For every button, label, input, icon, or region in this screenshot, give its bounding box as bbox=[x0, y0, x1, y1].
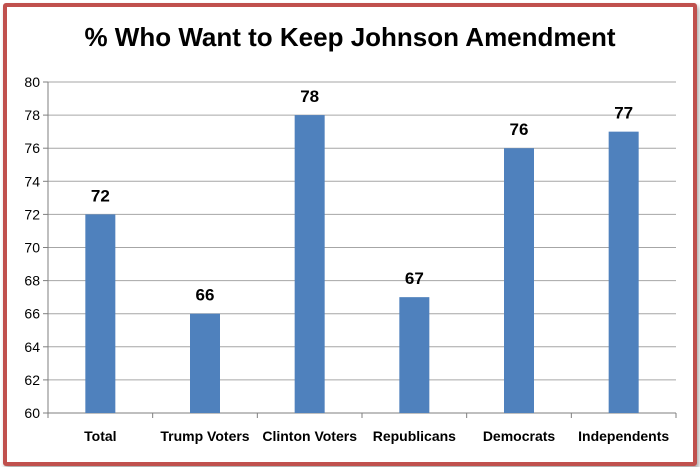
chart-border bbox=[3, 3, 697, 466]
bar bbox=[608, 131, 639, 413]
y-tick-label: 74 bbox=[24, 173, 40, 189]
y-tick-label: 78 bbox=[24, 107, 40, 123]
data-label: 77 bbox=[614, 104, 633, 123]
y-tick-label: 80 bbox=[24, 74, 40, 90]
bar bbox=[85, 214, 116, 413]
data-label: 66 bbox=[196, 286, 215, 305]
y-tick-label: 68 bbox=[24, 273, 40, 289]
y-tick-label: 70 bbox=[24, 240, 40, 256]
data-label: 78 bbox=[300, 87, 319, 106]
y-tick-label: 60 bbox=[24, 405, 40, 421]
y-tick-label: 64 bbox=[24, 339, 40, 355]
x-tick-label: Independents bbox=[578, 428, 669, 444]
data-label: 72 bbox=[91, 186, 110, 205]
bar bbox=[504, 148, 534, 413]
x-tick-label: Republicans bbox=[373, 428, 456, 444]
x-tick-label: Total bbox=[84, 428, 116, 444]
bar bbox=[294, 115, 325, 413]
y-tick-label: 62 bbox=[24, 372, 40, 388]
data-label: 67 bbox=[405, 269, 424, 288]
data-label: 76 bbox=[510, 120, 529, 139]
bar bbox=[399, 297, 430, 413]
chart-title: % Who Want to Keep Johnson Amendment bbox=[84, 22, 616, 52]
y-tick-label: 76 bbox=[24, 140, 40, 156]
y-tick-label: 72 bbox=[24, 206, 40, 222]
y-tick-label: 66 bbox=[24, 306, 40, 322]
x-tick-label: Trump Voters bbox=[160, 428, 249, 444]
x-tick-label: Democrats bbox=[483, 428, 556, 444]
x-tick-label: Clinton Voters bbox=[262, 428, 357, 444]
bar bbox=[190, 313, 220, 413]
